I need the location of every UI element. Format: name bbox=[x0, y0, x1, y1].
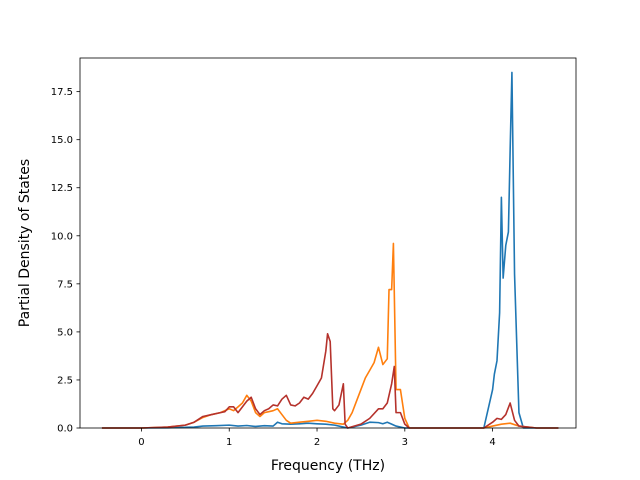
series-line-1 bbox=[101, 71, 559, 429]
plot-area bbox=[80, 58, 576, 428]
y-axis-label: Partial Density of States bbox=[17, 159, 33, 327]
y-tick-label: 7.5 bbox=[57, 279, 73, 290]
x-tick-label: 1 bbox=[226, 437, 232, 448]
x-axis-label: Frequency (THz) bbox=[271, 458, 385, 474]
y-tick-label: 17.5 bbox=[51, 87, 73, 98]
y-tick-label: 5.0 bbox=[57, 327, 73, 338]
y-axis-ticks: 0.0 2.5 5.0 7.5 10.0 12.5 15.0 17.5 bbox=[51, 87, 80, 435]
plot-frame bbox=[79, 57, 577, 429]
x-tick-label: 2 bbox=[314, 437, 320, 448]
y-tick-label: 2.5 bbox=[57, 375, 73, 386]
x-tick-label: 0 bbox=[138, 437, 144, 448]
x-axis-ticks: 0 1 2 3 4 bbox=[138, 428, 496, 448]
series-line-2 bbox=[101, 242, 559, 429]
y-tick-label: 15.0 bbox=[51, 135, 73, 146]
y-tick-label: 12.5 bbox=[51, 183, 73, 194]
y-tick-label: 10.0 bbox=[51, 231, 73, 242]
x-tick-label: 4 bbox=[489, 437, 495, 448]
y-tick-label: 0.0 bbox=[57, 424, 73, 435]
x-tick-label: 3 bbox=[402, 437, 408, 448]
